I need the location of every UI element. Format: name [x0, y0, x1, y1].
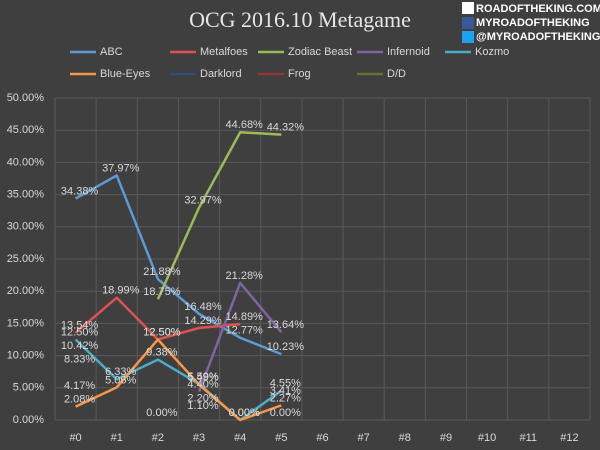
- data-label: 0.00%: [146, 407, 177, 419]
- data-label: 2.08%: [64, 394, 95, 406]
- data-label: 3.41%: [270, 385, 301, 397]
- x-tick-label: #12: [560, 432, 578, 444]
- watermark: ROADOFTHEKING.COM MYROADOFTHEKING @MYROA…: [462, 2, 600, 43]
- data-label: 32.97%: [184, 195, 222, 207]
- data-label: 0.00%: [270, 407, 301, 419]
- x-tick-label: #4: [234, 432, 246, 444]
- data-label: 16.48%: [184, 301, 222, 313]
- y-tick-label: 50.00%: [7, 92, 45, 104]
- data-label: 21.28%: [226, 270, 264, 282]
- x-tick-label: #11: [519, 432, 537, 444]
- y-tick-label: 5.00%: [13, 382, 44, 394]
- data-label: 12.50%: [61, 326, 99, 338]
- data-label: 21.88%: [143, 266, 181, 278]
- data-label: 10.23%: [267, 341, 305, 353]
- series-line: [197, 281, 283, 393]
- data-label: 14.29%: [184, 315, 222, 327]
- data-label: 5.06%: [105, 374, 136, 386]
- y-tick-label: 30.00%: [7, 221, 45, 233]
- data-label: 13.64%: [267, 319, 305, 331]
- series-line: [156, 131, 282, 300]
- y-tick-label: 45.00%: [7, 124, 45, 136]
- data-label: 8.33%: [64, 353, 95, 365]
- legend-label: ABC: [100, 46, 123, 58]
- y-tick-label: 40.00%: [7, 156, 45, 168]
- data-label: 44.32%: [267, 121, 305, 133]
- twitter-icon: [462, 31, 474, 43]
- series-line: [74, 174, 282, 356]
- x-tick-label: #9: [440, 432, 452, 444]
- data-label: 4.17%: [64, 380, 95, 392]
- watermark-facebook: MYROADOFTHEKING: [476, 17, 590, 29]
- legend-label: Infernoid: [387, 46, 430, 58]
- data-label: 0.00%: [229, 407, 260, 419]
- data-label: 2.20%: [187, 393, 218, 405]
- x-tick-label: #7: [358, 432, 370, 444]
- data-label: 5.49%: [187, 372, 218, 384]
- watermark-twitter: @MYROADOFTHEKING: [476, 31, 600, 43]
- facebook-icon: [462, 17, 474, 29]
- y-tick-label: 25.00%: [7, 253, 45, 265]
- data-label: 44.68%: [226, 119, 264, 131]
- data-label: 18.75%: [143, 286, 181, 298]
- data-label: 0.00%: [229, 407, 260, 419]
- data-label: 2.27%: [270, 392, 301, 404]
- y-tick-label: 35.00%: [7, 189, 45, 201]
- data-label: 14.89%: [226, 311, 264, 323]
- x-tick-label: #2: [152, 432, 164, 444]
- data-label: 12.77%: [226, 325, 264, 337]
- data-label: 9.38%: [146, 346, 177, 358]
- x-tick-label: #3: [193, 432, 205, 444]
- data-label: 13.54%: [61, 320, 99, 332]
- series-line: [75, 338, 282, 422]
- x-tick-label: #0: [69, 432, 81, 444]
- legend-label: Frog: [288, 68, 311, 80]
- data-label: 1.10%: [187, 400, 218, 412]
- x-tick-label: #1: [111, 432, 123, 444]
- watermark-site: ROADOFTHEKING.COM: [476, 3, 600, 15]
- y-tick-label: 0.00%: [13, 414, 44, 426]
- series-line: [74, 338, 283, 422]
- legend-label: Zodiac Beast: [288, 46, 352, 58]
- y-tick-label: 10.00%: [7, 350, 45, 362]
- data-label: 5.59%: [187, 371, 218, 383]
- data-label: 37.97%: [102, 162, 140, 174]
- data-label: 6.33%: [105, 366, 136, 378]
- data-label: 4.40%: [187, 379, 218, 391]
- x-tick-label: #6: [316, 432, 328, 444]
- x-tick-label: #5: [275, 432, 287, 444]
- legend-label: Darklord: [200, 68, 242, 80]
- legend-label: Blue-Eyes: [100, 68, 151, 80]
- data-label: 10.42%: [61, 340, 99, 352]
- y-tick-label: 20.00%: [7, 285, 45, 297]
- data-label: 12.50%: [143, 326, 181, 338]
- legend-label: D/D: [387, 68, 406, 80]
- data-label: 18.99%: [102, 285, 140, 297]
- legend-label: Kozmo: [475, 46, 509, 58]
- x-tick-label: #10: [478, 432, 496, 444]
- y-tick-label: 15.00%: [7, 317, 45, 329]
- legend-label: Metalfoes: [200, 46, 248, 58]
- chart-title: OCG 2016.10 Metagame: [189, 7, 411, 32]
- data-label: 4.55%: [270, 378, 301, 390]
- x-tick-label: #8: [399, 432, 411, 444]
- data-label: 34.38%: [61, 185, 99, 197]
- logo-icon: [462, 2, 474, 14]
- data-label: 12.50%: [143, 326, 181, 338]
